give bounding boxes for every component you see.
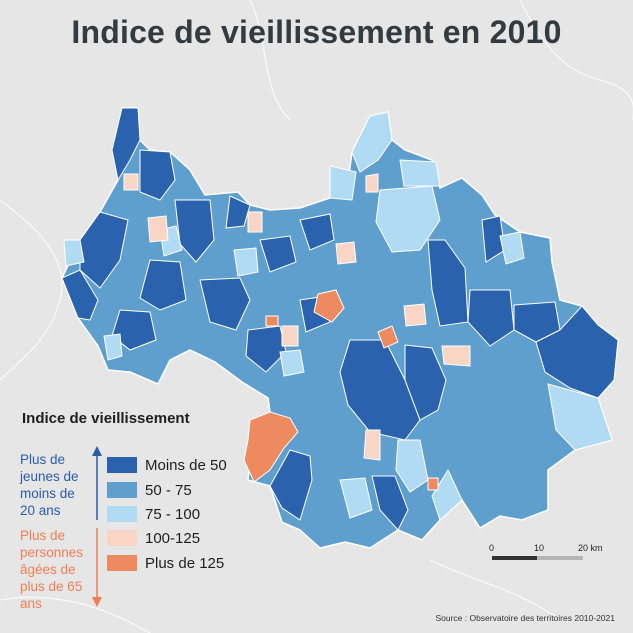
zone-75-100 <box>63 239 85 267</box>
zone-75-100 <box>395 439 429 493</box>
zone-plus-de-125 <box>265 315 279 327</box>
zone-100-125 <box>147 215 169 243</box>
arrow-old-head <box>92 597 102 607</box>
zone-75-100 <box>499 231 525 265</box>
zone-moins-de-50 <box>467 289 515 347</box>
zone-moins-de-50 <box>139 259 187 311</box>
zone-100-125 <box>365 173 379 193</box>
zone-moins-de-50 <box>225 195 251 229</box>
scale-tick-label: 20 km <box>578 543 603 553</box>
zone-75-100 <box>233 247 259 277</box>
legend-note-young: Plus de jeunes de moins de 20 ans <box>20 452 79 518</box>
zone-plus-de-125 <box>377 325 399 349</box>
zone-moins-de-50 <box>371 475 409 531</box>
zone-plus-de-125 <box>243 411 299 483</box>
zone-moins-de-50 <box>404 344 447 421</box>
zone-75-100 <box>103 333 123 361</box>
legend-item: 50 - 75 <box>107 481 192 499</box>
zone-100-125 <box>335 241 357 265</box>
zone-75-100 <box>329 165 357 201</box>
zone-plus-de-125 <box>313 289 345 323</box>
legend-swatch <box>107 457 137 473</box>
department-map <box>61 107 619 549</box>
zone-moins-de-50 <box>245 325 287 373</box>
zone-100-125 <box>403 303 427 327</box>
zone-moins-de-50 <box>139 149 176 201</box>
legend-swatch <box>107 555 137 571</box>
zone-100-125 <box>123 173 139 191</box>
legend-label: 50 - 75 <box>145 481 192 499</box>
zone-moins-de-50 <box>111 309 157 351</box>
arrow-young-head <box>92 446 102 456</box>
scale-tick-label: 10 <box>534 543 545 553</box>
zone-moins-de-50 <box>199 277 251 331</box>
zone-100-125 <box>363 429 381 461</box>
zone-75-100 <box>279 349 305 377</box>
zone-moins-de-50 <box>61 269 99 321</box>
zone-moins-de-50 <box>299 213 335 251</box>
legend-item: Plus de 125 <box>107 554 224 572</box>
legend-swatch <box>107 530 137 546</box>
legend-label: 100-125 <box>145 529 201 547</box>
legend-item: 100-125 <box>107 529 200 547</box>
scale-tick-label: 0 <box>489 543 495 553</box>
legend-swatch <box>107 506 137 522</box>
zone-75-100 <box>399 159 441 187</box>
map-title: Indice de vieillissement en 2010 <box>71 14 562 50</box>
zone-75-100 <box>339 477 373 519</box>
zone-75-100 <box>351 111 393 173</box>
legend-note-old: Plus de personnes âgées de plus de 65 an… <box>20 528 84 611</box>
zone-75-100 <box>547 383 613 451</box>
legend-label: 75 - 100 <box>145 505 201 523</box>
zone-100-125 <box>281 325 299 347</box>
legend-item: Moins de 50 <box>107 456 227 474</box>
zone-plus-de-125 <box>427 477 439 491</box>
legend-item: 75 - 100 <box>107 505 200 523</box>
legend-swatch <box>107 482 137 498</box>
zone-moins-de-50 <box>259 235 297 273</box>
legend-label: Moins de 50 <box>145 456 227 474</box>
source-note: Source : Observatoire des territoires 20… <box>435 613 615 623</box>
zone-moins-de-50 <box>535 305 619 399</box>
scale-bar-segment-1 <box>492 556 537 560</box>
zone-100-125 <box>247 211 263 233</box>
zone-100-125 <box>441 345 471 367</box>
scale-bar-segment-2 <box>537 556 583 560</box>
legend-title: Indice de vieillissement <box>22 410 190 427</box>
legend-label: Plus de 125 <box>145 554 225 572</box>
zone-moins-de-50 <box>111 107 141 182</box>
zone-moins-de-50 <box>269 449 313 521</box>
